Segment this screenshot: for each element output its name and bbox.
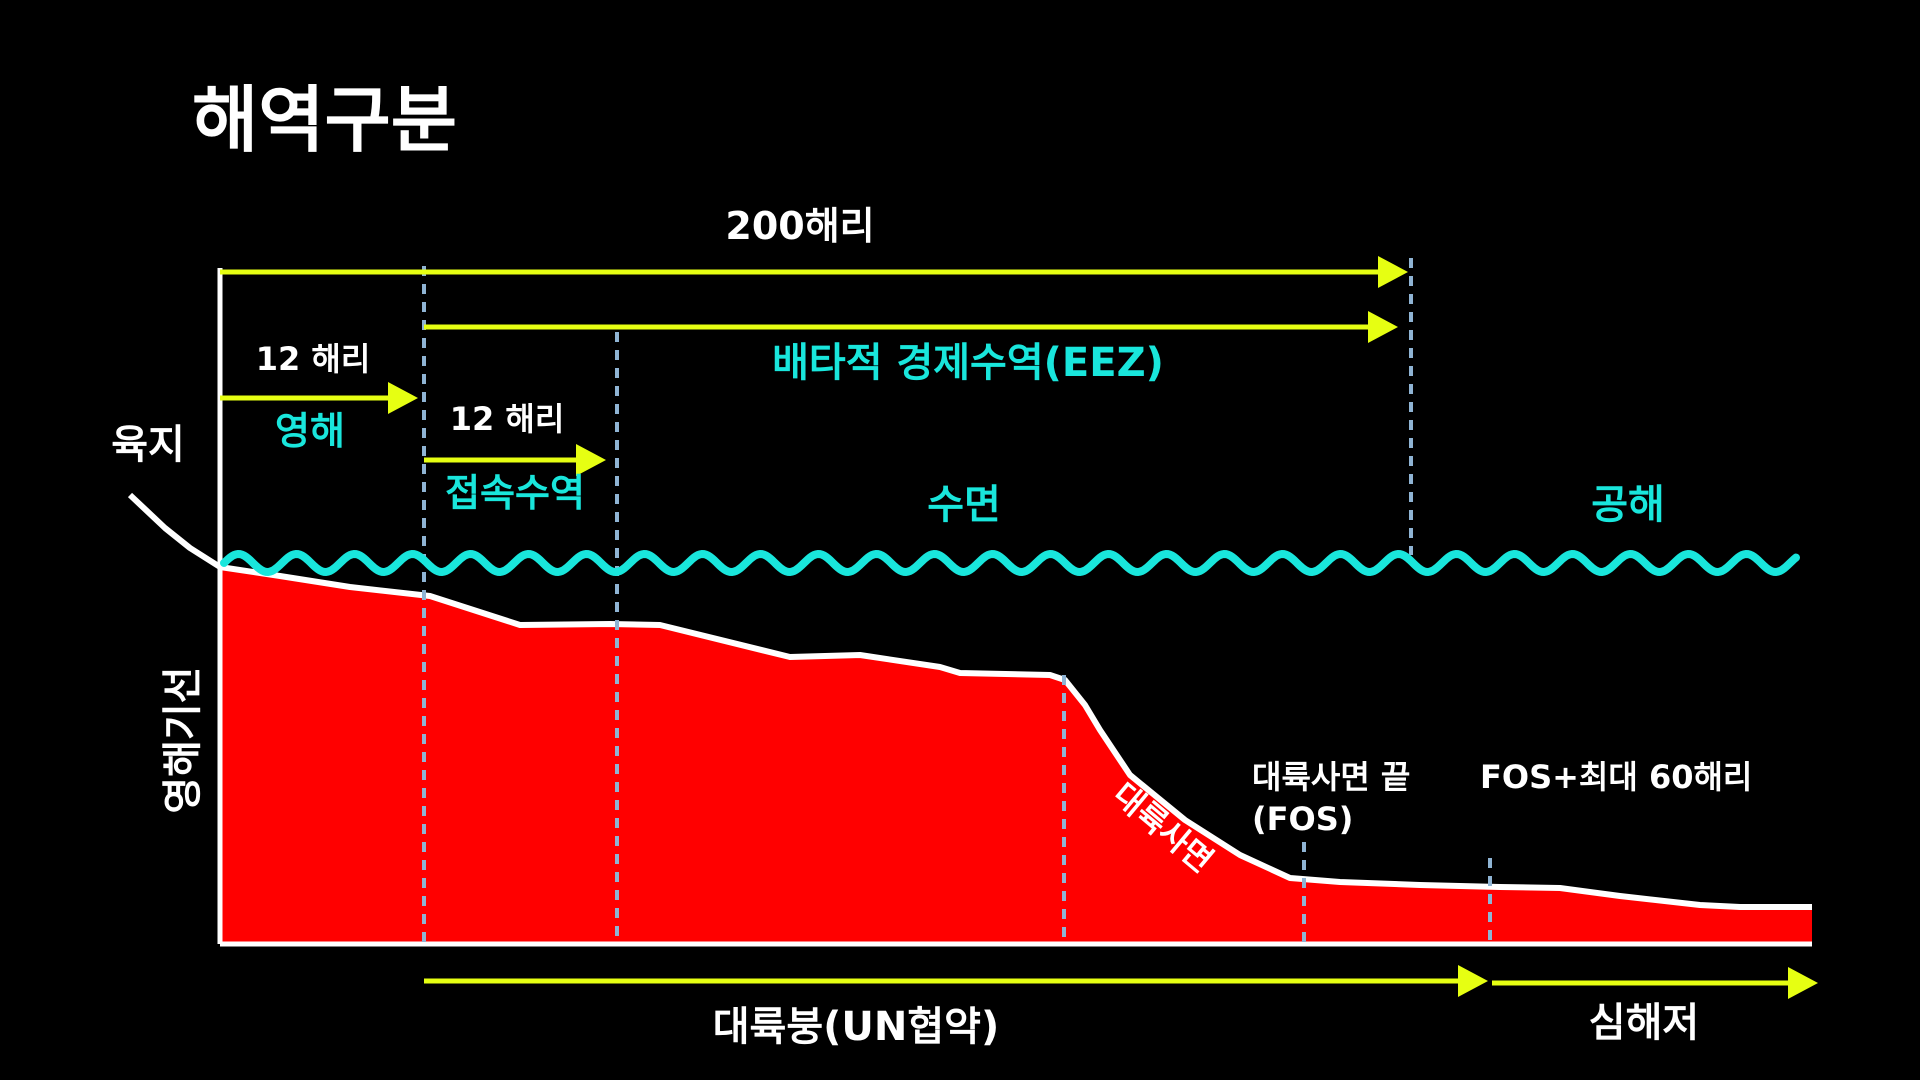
arrow-territorial-head — [388, 382, 418, 414]
boundary-lines — [422, 258, 1492, 948]
label-territorial-sea: 영해 — [275, 409, 345, 453]
label-12nm-contiguous: 12 해리 — [450, 400, 565, 438]
label-deep-seabed: 심해저 — [1589, 1000, 1699, 1046]
distance-arrows — [220, 256, 1818, 999]
label-high-seas: 공해 — [1591, 482, 1665, 528]
label-12nm-territorial: 12 해리 — [256, 340, 371, 378]
label-continental-shelf: 대륙붕(UN협약) — [713, 1004, 1000, 1050]
page-title: 해역구분 — [192, 78, 457, 162]
label-fos-plus-60nm: FOS+최대 60해리 — [1480, 758, 1752, 796]
label-land: 육지 — [111, 422, 185, 468]
label-eez: 배타적 경제수역(EEZ) — [772, 340, 1164, 386]
label-baseline: 영해기선 — [160, 666, 206, 813]
arrow-contiguous-head — [576, 444, 606, 476]
seabed-profile-line — [127, 492, 1812, 910]
arrow-deep-seabed-head — [1788, 967, 1818, 999]
label-sea-surface: 수면 — [927, 482, 1001, 528]
label-fos-line2: (FOS) — [1252, 800, 1353, 838]
label-200nm: 200해리 — [725, 204, 874, 248]
label-fos-line1: 대륙사면 끝 — [1252, 758, 1410, 796]
arrow-eez-head — [1368, 311, 1398, 343]
arrow-shelf-head — [1458, 965, 1488, 997]
sea-surface-wave — [220, 549, 1800, 577]
arrow-200nm-head — [1378, 256, 1408, 288]
label-contiguous-zone: 접속수역 — [445, 471, 585, 515]
